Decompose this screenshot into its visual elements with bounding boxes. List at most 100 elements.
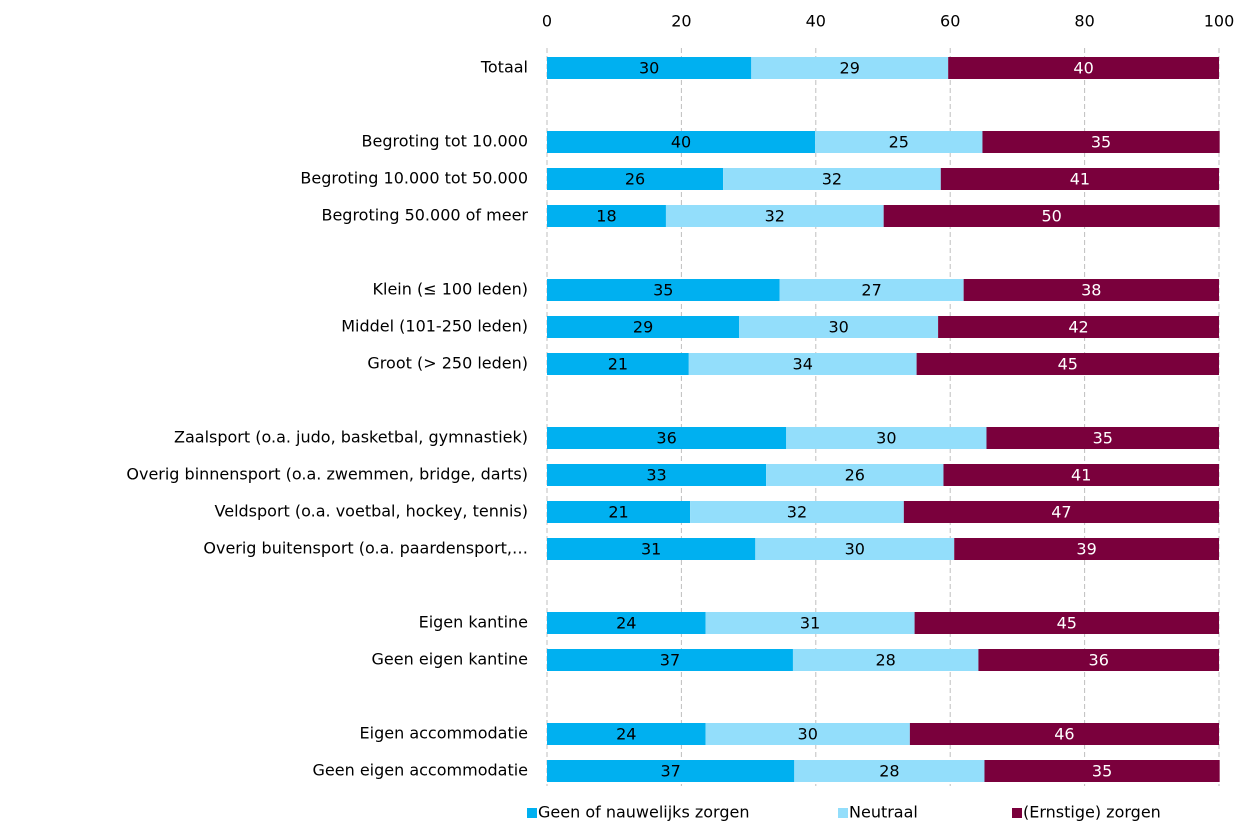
value-label: 41: [1071, 466, 1091, 485]
bar-segment: [963, 279, 1219, 301]
value-label: 21: [608, 503, 628, 522]
bar-segment: [705, 723, 910, 745]
bar-segment: [547, 205, 666, 227]
bar-segment: [755, 538, 955, 560]
value-label: 30: [639, 59, 659, 78]
bar-segment: [786, 427, 987, 449]
value-label: 29: [840, 59, 860, 78]
value-label: 40: [1073, 59, 1093, 78]
x-tick-label: 0: [542, 12, 552, 31]
bar-segment: [690, 501, 904, 523]
bar-segment: [794, 760, 985, 782]
bar-segment: [547, 723, 706, 745]
value-label: 27: [861, 281, 881, 300]
value-label: 28: [879, 762, 899, 781]
bar-segment: [547, 316, 740, 338]
value-label: 26: [845, 466, 865, 485]
value-label: 26: [625, 170, 645, 189]
value-label: 21: [608, 355, 628, 374]
bar-segment: [792, 649, 979, 671]
category-label: Totaal: [480, 58, 528, 77]
value-label: 36: [1089, 651, 1109, 670]
value-label: 35: [653, 281, 673, 300]
value-label: 41: [1070, 170, 1090, 189]
category-label: Middel (101-250 leden): [341, 317, 528, 336]
bar-segment: [723, 168, 941, 190]
legend-label: Neutraal: [849, 803, 918, 822]
value-label: 30: [798, 725, 818, 744]
bar-segment: [986, 427, 1219, 449]
value-label: 31: [641, 540, 661, 559]
value-label: 29: [633, 318, 653, 337]
bar-segment: [547, 501, 691, 523]
legend-label: Geen of nauwelijks zorgen: [538, 803, 749, 822]
value-label: 39: [1076, 540, 1096, 559]
bar-segment: [766, 464, 944, 486]
value-label: 35: [1092, 762, 1112, 781]
bar-segment: [547, 760, 795, 782]
category-label: Begroting 10.000 tot 50.000: [300, 169, 528, 188]
bar-segment: [547, 168, 724, 190]
value-label: 32: [822, 170, 842, 189]
bar-segment: [914, 612, 1219, 634]
value-label: 30: [876, 429, 896, 448]
bar-segment: [547, 427, 787, 449]
bar-segment: [815, 131, 983, 153]
bar-segment: [547, 353, 689, 375]
bar-segment: [547, 649, 793, 671]
value-label: 34: [793, 355, 813, 374]
value-label: 42: [1068, 318, 1088, 337]
bar-segment: [909, 723, 1219, 745]
category-label: Begroting 50.000 of meer: [321, 206, 528, 225]
bar-segment: [978, 649, 1219, 671]
category-label: Geen eigen accommodatie: [313, 761, 529, 780]
value-label: 24: [616, 614, 636, 633]
bar-segment: [948, 57, 1219, 79]
category-label: Veldsport (o.a. voetbal, hockey, tennis): [215, 502, 528, 521]
value-label: 35: [1093, 429, 1113, 448]
value-label: 37: [660, 762, 680, 781]
category-label: Begroting tot 10.000: [362, 132, 529, 151]
value-label: 32: [765, 207, 785, 226]
bar-segment: [547, 279, 780, 301]
value-label: 38: [1081, 281, 1101, 300]
value-label: 18: [596, 207, 616, 226]
bar-segment: [547, 464, 767, 486]
category-label: Overig binnensport (o.a. zwemmen, bridge…: [126, 465, 528, 484]
value-label: 30: [845, 540, 865, 559]
value-label: 46: [1054, 725, 1074, 744]
bar-segment: [665, 205, 884, 227]
bar-segment: [547, 131, 816, 153]
category-label: Groot (> 250 leden): [367, 354, 528, 373]
value-label: 32: [787, 503, 807, 522]
bar-segment: [954, 538, 1219, 560]
value-label: 50: [1041, 207, 1061, 226]
value-label: 28: [876, 651, 896, 670]
value-label: 25: [889, 133, 909, 152]
bar-segment: [903, 501, 1219, 523]
legend-swatch: [838, 808, 848, 818]
bar-segment: [943, 464, 1219, 486]
category-label: Geen eigen kantine: [372, 650, 528, 669]
x-tick-label: 60: [940, 12, 960, 31]
value-label: 24: [616, 725, 636, 744]
x-tick-label: 100: [1204, 12, 1235, 31]
bar-segment: [751, 57, 949, 79]
value-label: 36: [656, 429, 676, 448]
category-label: Overig buitensport (o.a. paardensport,…: [203, 539, 528, 558]
value-label: 31: [800, 614, 820, 633]
value-label: 45: [1057, 614, 1077, 633]
bar-segment: [940, 168, 1219, 190]
legend-swatch: [527, 808, 537, 818]
bar-segment: [883, 205, 1220, 227]
value-label: 35: [1091, 133, 1111, 152]
bar-segment: [547, 612, 706, 634]
value-label: 45: [1058, 355, 1078, 374]
bar-segment: [547, 57, 752, 79]
bar-segment: [547, 538, 756, 560]
x-tick-label: 40: [806, 12, 826, 31]
bar-segment: [938, 316, 1219, 338]
x-tick-label: 20: [671, 12, 691, 31]
bar-segment: [916, 353, 1219, 375]
category-label: Eigen accommodatie: [360, 724, 528, 743]
